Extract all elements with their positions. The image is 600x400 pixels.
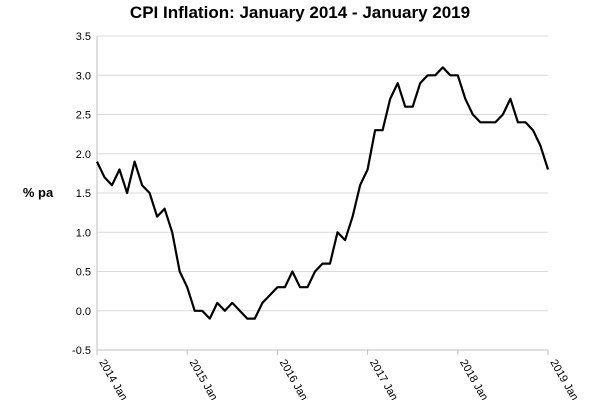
- y-tick-label: 3.0: [76, 70, 91, 82]
- x-tick-labels: 2014 Jan 2015 Jan 2016 Jan 2017 Jan 2018 Jan…: [96, 358, 580, 400]
- y-tick-label: 1.5: [76, 188, 91, 200]
- y-tick-label: 3.5: [76, 31, 91, 43]
- y-tick-label: 0.5: [76, 267, 91, 279]
- gridlines: [97, 35, 548, 351]
- y-tick-label: 2.0: [76, 149, 91, 161]
- y-axis-label: % pa: [23, 185, 54, 200]
- x-tick-label: 2014 Jan: [96, 358, 129, 400]
- x-tick-label: 2015 Jan: [187, 358, 220, 400]
- y-tick-labels: -0.5 0.0 0.5 1.0 1.5 2.0 2.5 3.0 3.5: [72, 31, 91, 357]
- x-tick-label: 2016 Jan: [277, 358, 310, 400]
- cpi-series-line: [96, 66, 550, 320]
- y-tick-label: 1.0: [76, 227, 91, 239]
- y-tick-label: -0.5: [72, 345, 91, 357]
- series-layer: [96, 66, 550, 320]
- axes: [96, 36, 549, 355]
- y-tick-label: 2.5: [76, 110, 91, 122]
- chart-title: CPI Inflation: January 2014 - January 20…: [130, 3, 470, 22]
- y-tick-label: 0.0: [76, 306, 91, 318]
- x-tick-label: 2017 Jan: [367, 358, 400, 400]
- x-tick-label: 2018 Jan: [457, 358, 490, 400]
- x-tick-label: 2019 Jan: [547, 358, 580, 400]
